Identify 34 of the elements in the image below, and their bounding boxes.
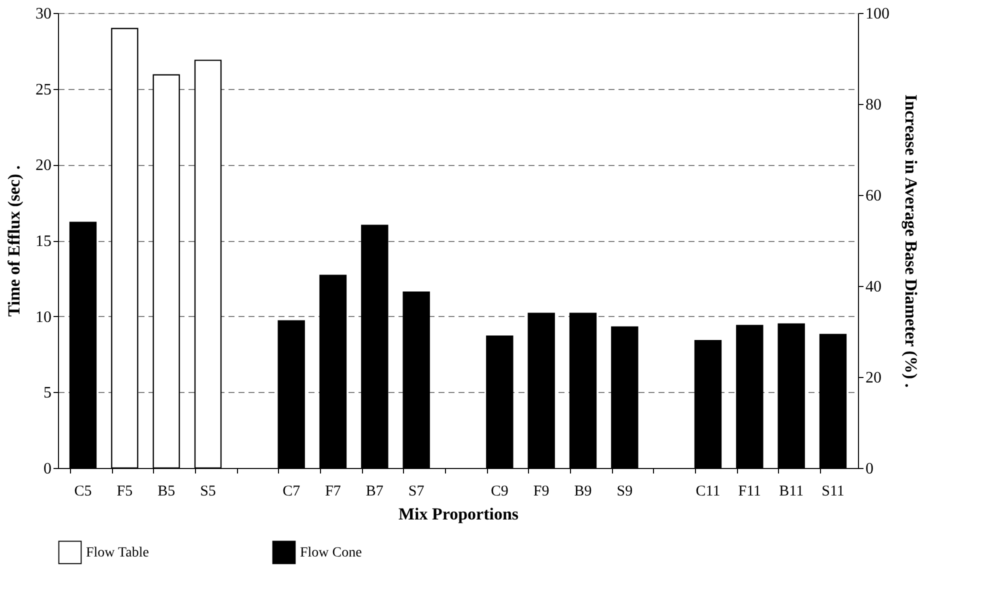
x-tick-label: B5 — [158, 484, 176, 500]
x-tick-label: C9 — [490, 484, 508, 500]
x-tick-label: S5 — [200, 484, 216, 500]
x-axis-title: Mix Proportions — [398, 504, 519, 524]
x-tick-label: S7 — [408, 484, 425, 500]
x-tick-label: F9 — [533, 484, 550, 500]
x-tick-label: F5 — [116, 484, 133, 500]
x-tick-label: F7 — [325, 484, 342, 500]
y2-axis-title: Increase in Average Base Diameter (%) . — [902, 94, 920, 388]
y2-tick-label: 100 — [866, 6, 890, 22]
y-tick-label: 5 — [44, 384, 52, 402]
y2-tick-label: 20 — [866, 370, 882, 386]
legend-label: Flow Cone — [300, 545, 362, 560]
y-tick-label: 30 — [36, 6, 52, 22]
y-axis-title: Time of Efflux (sec) . — [4, 165, 24, 317]
x-tick-label: B11 — [779, 484, 804, 500]
x-tick-label: S11 — [822, 484, 844, 500]
y2-tick-label: 40 — [866, 278, 882, 296]
y-tick-label: 25 — [36, 81, 52, 98]
y2-tick-label: 0 — [866, 460, 874, 478]
x-tick-label: F11 — [738, 484, 762, 500]
legend-label: Flow Table — [86, 545, 149, 560]
y2-tick-label: 80 — [866, 96, 882, 114]
y-tick-label: 0 — [44, 460, 52, 478]
x-tick-label: B9 — [574, 484, 592, 500]
y-tick-label: 20 — [36, 157, 52, 174]
y2-tick-label: 60 — [866, 188, 882, 204]
x-tick-label: B7 — [366, 484, 384, 500]
y-tick-label: 10 — [36, 308, 52, 326]
x-tick-label: C7 — [282, 484, 301, 500]
y-tick-label: 15 — [36, 233, 52, 250]
x-tick-label: C5 — [74, 484, 92, 500]
x-tick-label: C11 — [696, 484, 720, 500]
x-tick-label: S9 — [616, 484, 633, 500]
